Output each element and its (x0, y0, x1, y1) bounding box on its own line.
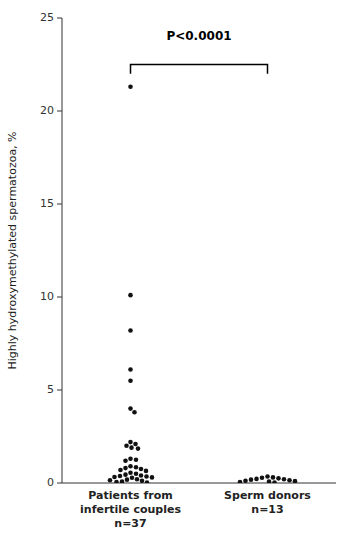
y-tick-label: 25 (40, 11, 54, 24)
y-tick (57, 204, 62, 205)
chart-container: 0 5 10 15 20 25 Highly hydroxymethylated sperm… (0, 0, 350, 555)
data-point (145, 480, 150, 483)
data-point (260, 475, 265, 480)
significance-text: P<0.0001 (166, 29, 231, 43)
data-point (293, 479, 298, 483)
data-point (150, 475, 155, 480)
data-point (254, 477, 259, 482)
data-point (128, 328, 133, 333)
significance-bracket (131, 65, 268, 74)
data-point (238, 480, 243, 483)
y-tick (57, 483, 62, 484)
data-point (128, 367, 133, 372)
data-point (144, 474, 149, 479)
y-tick-label: 5 (47, 383, 54, 396)
data-point (129, 445, 134, 450)
y-axis-label: Highly hydroxymethylated spermatozoa, % (6, 131, 19, 369)
y-tick (57, 18, 62, 19)
data-point (118, 474, 123, 479)
data-point (139, 467, 144, 472)
data-point (144, 469, 149, 474)
data-point (134, 465, 139, 470)
data-point (128, 457, 133, 462)
data-point (130, 475, 135, 480)
data-point (120, 479, 125, 483)
y-tick (57, 111, 62, 112)
data-point (132, 410, 137, 415)
data-point (136, 446, 141, 451)
x-tick-label: Patients frominfertile couplesn=37 (80, 489, 181, 530)
data-point (276, 476, 281, 481)
data-point (249, 477, 254, 482)
points (108, 85, 298, 483)
data-point (243, 478, 248, 483)
data-point (128, 85, 133, 90)
data-point (128, 406, 133, 411)
y-tick (57, 297, 62, 298)
y-tick-label: 0 (47, 476, 54, 489)
y-axis-line (62, 18, 63, 483)
y-tick (57, 390, 62, 391)
data-point (128, 293, 133, 298)
data-point (133, 442, 138, 447)
data-point (128, 378, 133, 383)
data-point (287, 478, 292, 483)
data-point (134, 457, 139, 462)
data-point (139, 473, 144, 478)
data-point (123, 458, 128, 463)
data-point (125, 477, 130, 482)
data-point (123, 466, 128, 471)
data-point (265, 474, 270, 479)
data-point (267, 479, 272, 483)
data-point (135, 477, 140, 482)
data-point (128, 470, 133, 475)
data-point (123, 472, 128, 477)
x-tick-label: Sperm donorsn=13 (224, 489, 311, 516)
data-point (112, 475, 117, 480)
data-point (108, 478, 113, 483)
y-tick-label: 20 (40, 104, 54, 117)
data-point (271, 475, 276, 480)
chart-svg: 0 5 10 15 20 25 Highly hydroxymethylated sperm… (0, 0, 350, 555)
y-tick-label: 15 (40, 197, 54, 210)
data-point (140, 478, 145, 483)
data-point (272, 480, 277, 483)
y-tick-label: 10 (40, 290, 54, 303)
data-point (128, 440, 133, 445)
data-point (118, 468, 123, 473)
data-point (134, 471, 139, 476)
data-point (282, 477, 287, 482)
data-point (114, 480, 119, 483)
data-point (128, 464, 133, 469)
data-point (124, 444, 129, 449)
